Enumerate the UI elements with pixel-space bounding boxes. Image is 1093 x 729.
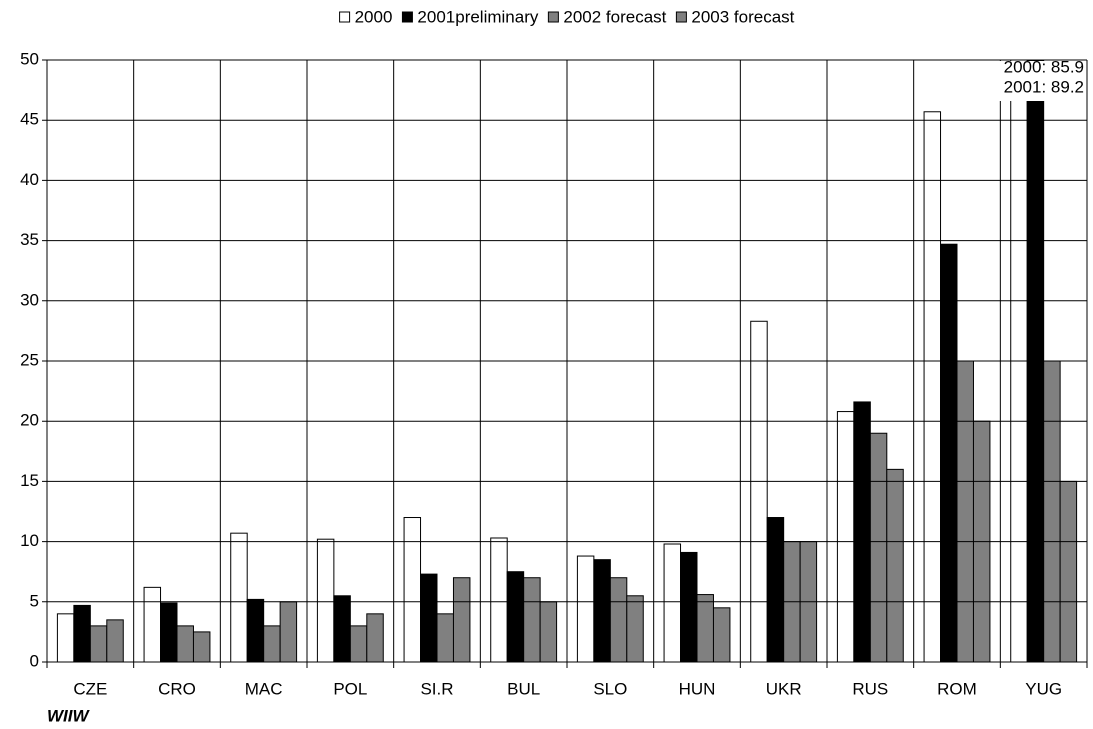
legend-label: 2000 (355, 7, 393, 26)
y-tick-label: 45 (20, 110, 39, 129)
bar (576, 555, 595, 663)
legend: 2000 2001preliminary 2002 forecast 2003 for… (339, 7, 795, 26)
x-tick-label: HUN (679, 679, 716, 698)
y-tick-label: 25 (20, 350, 39, 369)
x-tick-label: UKR (766, 679, 802, 698)
bar (490, 537, 508, 663)
bar (869, 432, 888, 663)
x-tick-label: SLO (593, 679, 627, 698)
bar (593, 559, 611, 663)
x-tick-label: RUS (852, 679, 888, 698)
y-tick-label: 50 (20, 49, 39, 68)
bar (1059, 480, 1078, 663)
bar (539, 601, 558, 663)
x-tick-label: ROM (937, 679, 977, 698)
y-tick-label: 10 (20, 531, 39, 550)
bar (523, 577, 541, 663)
legend-swatch (547, 11, 559, 23)
y-tick-label: 15 (20, 471, 39, 490)
x-tick-label: CRO (158, 679, 196, 698)
bar (230, 532, 248, 663)
x-tick-label: CZE (73, 679, 107, 698)
legend-swatch (401, 11, 413, 23)
x-tick-label: SI.R (420, 679, 453, 698)
annotation: 2000: 85.9 (1004, 57, 1084, 76)
bar (192, 631, 211, 663)
x-tick-label: BUL (507, 679, 540, 698)
legend-label: 2003 forecast (691, 7, 794, 26)
bar (853, 401, 871, 663)
bar (940, 243, 958, 663)
bar (1043, 360, 1061, 663)
y-tick-label: 30 (20, 290, 39, 309)
bar (452, 577, 471, 663)
y-tick-label: 35 (20, 230, 39, 249)
bar (923, 111, 942, 663)
y-tick-label: 20 (20, 411, 39, 430)
bar (143, 586, 162, 663)
bar (680, 551, 698, 663)
legend-label: 2001preliminary (417, 7, 538, 26)
legend-swatch (675, 11, 687, 23)
legend-swatch (339, 11, 351, 23)
x-tick-label: YUG (1025, 679, 1062, 698)
bar (750, 320, 768, 663)
x-tick-label: POL (333, 679, 367, 698)
annotation-background (988, 61, 1086, 101)
bar (89, 625, 108, 663)
bar (349, 625, 368, 663)
legend-label: 2002 forecast (563, 7, 666, 26)
annotation: 2001: 89.2 (1004, 77, 1084, 96)
bar (333, 595, 351, 663)
source: WIIW (47, 706, 90, 725)
bar (420, 573, 438, 663)
bar (766, 517, 785, 663)
bar (436, 613, 454, 663)
bar (246, 598, 265, 663)
y-tick-label: 40 (20, 170, 39, 189)
bar (836, 411, 855, 663)
bar (403, 517, 422, 663)
bar (663, 543, 682, 663)
x-tick-label: MAC (245, 679, 283, 698)
bar (886, 468, 904, 663)
y-tick-label: 5 (30, 591, 39, 610)
bar (712, 607, 731, 663)
bar (316, 538, 335, 663)
bar (609, 577, 628, 663)
bar (366, 613, 384, 663)
bar (696, 594, 714, 663)
bars (56, 60, 1078, 663)
bar (106, 619, 124, 663)
bar (279, 601, 298, 663)
bar (56, 613, 75, 663)
bar (626, 595, 644, 663)
bar (263, 625, 281, 663)
y-tick-label: 0 (30, 651, 39, 670)
bar (506, 571, 525, 663)
bar (956, 360, 974, 663)
bar (160, 602, 178, 663)
bar (73, 604, 91, 663)
bar (176, 625, 194, 663)
